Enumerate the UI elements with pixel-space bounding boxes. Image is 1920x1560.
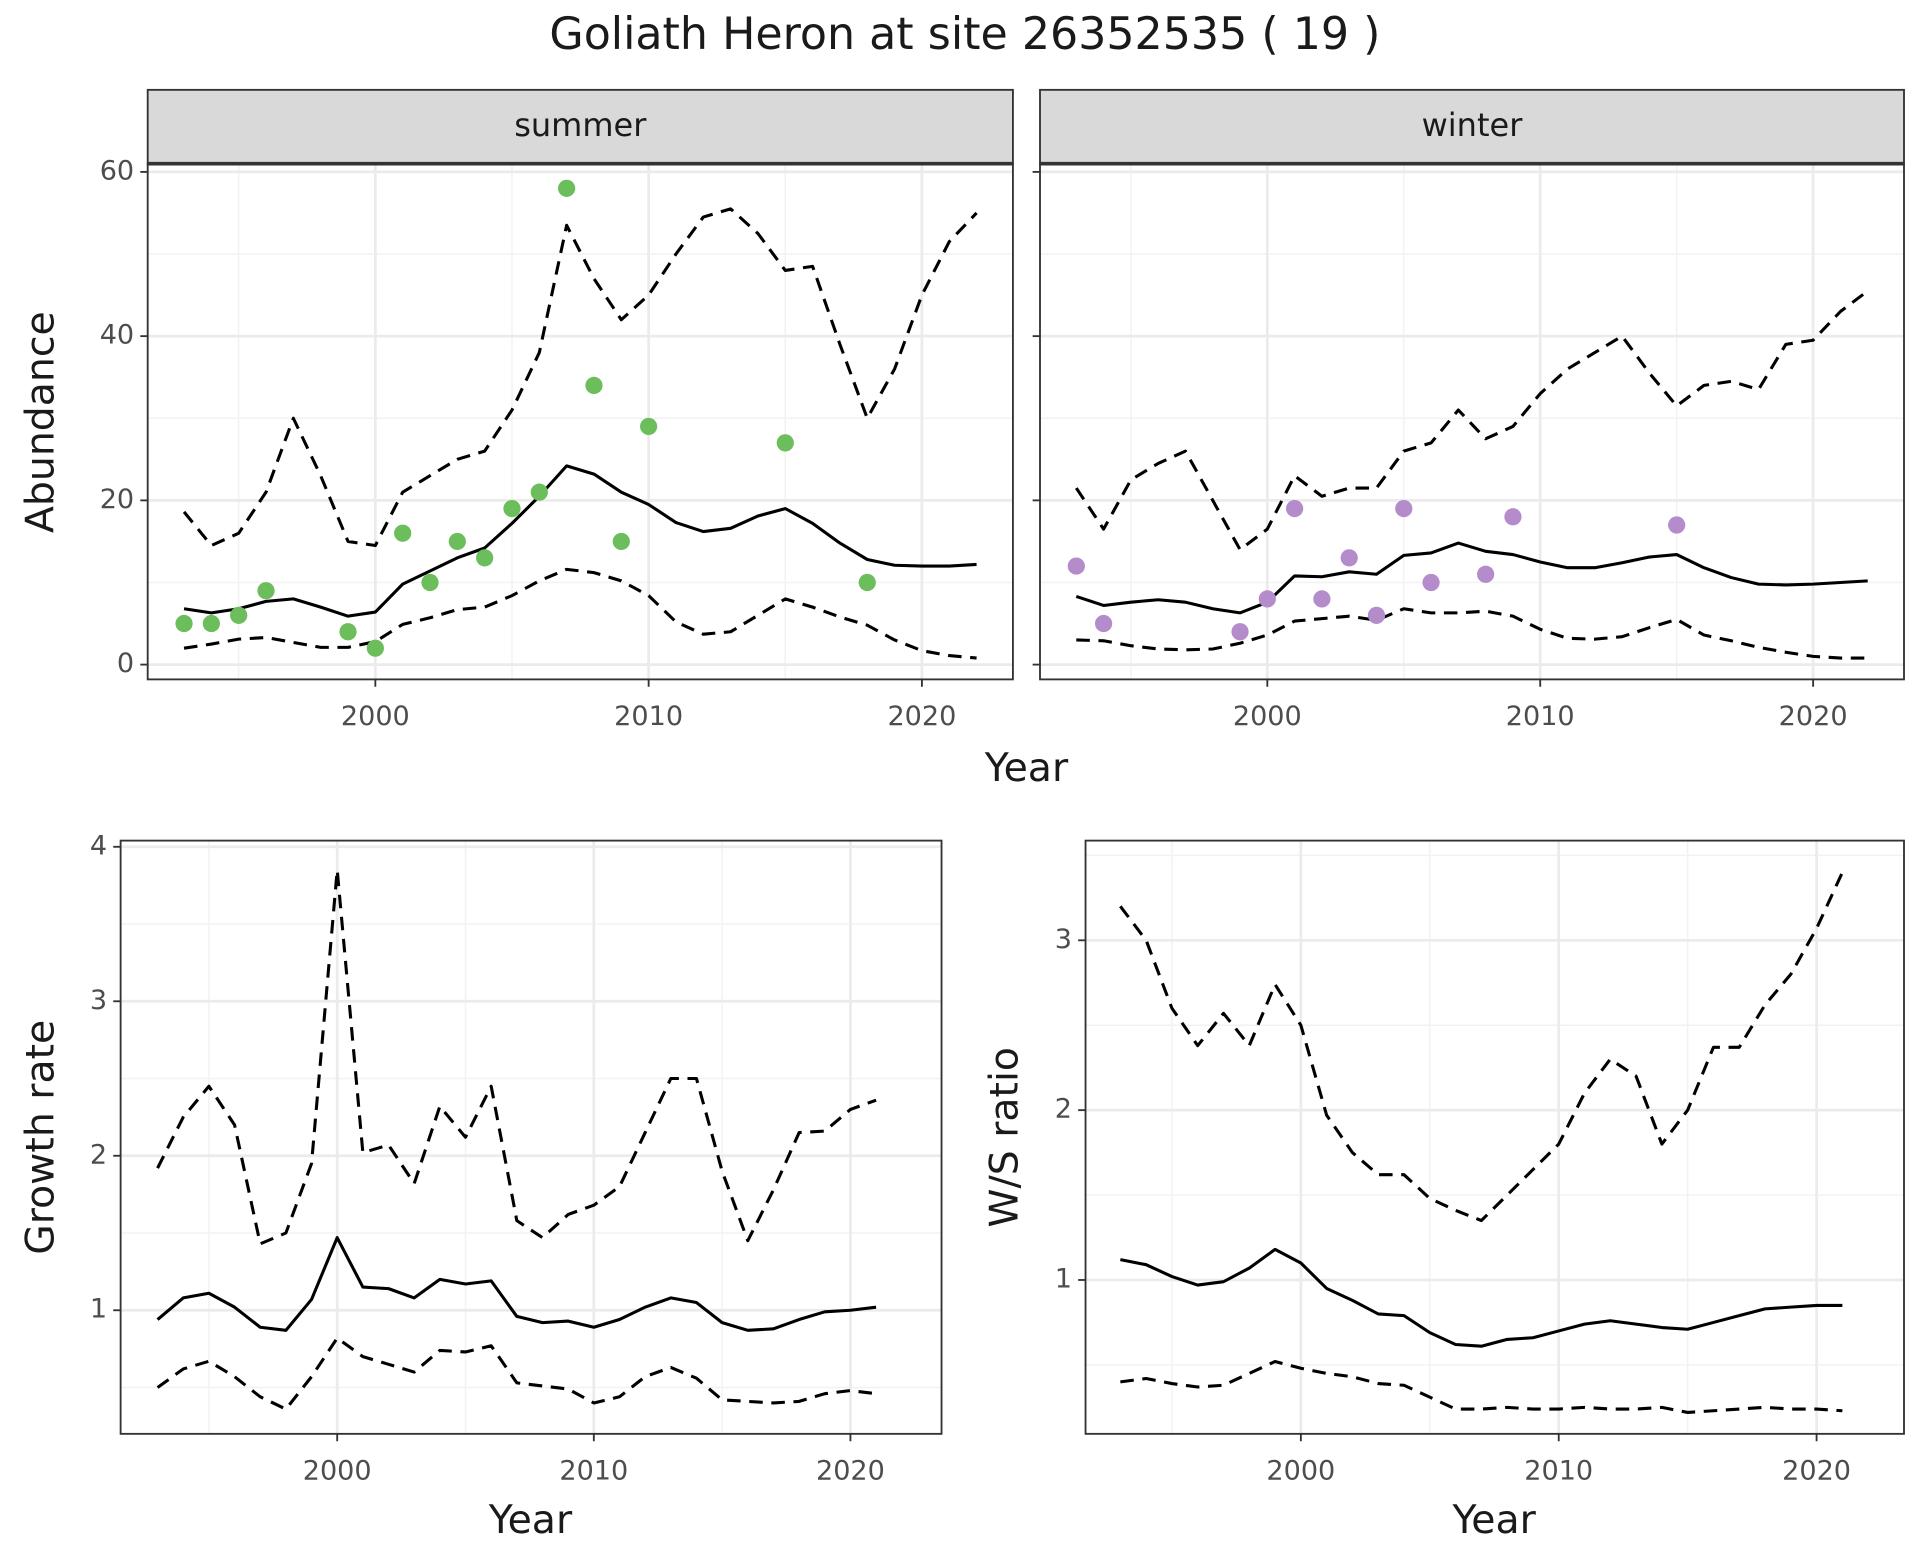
y-tick-label: 1 [90,1294,107,1325]
y-axis-title: Abundance [18,311,64,533]
data-point [503,499,521,518]
x-tick-label: 2000 [341,701,410,732]
data-point [1395,499,1413,518]
data-point [257,582,275,600]
panel-background [120,840,942,1434]
data-point [1504,508,1522,526]
data-point [1422,573,1440,592]
data-point [640,417,658,436]
series-line [156,1236,877,1332]
strip-label: summer [514,106,647,144]
x-tick-label: 2010 [1506,701,1575,732]
y-axis-title: W/S ratio [981,1047,1027,1228]
data-point [366,639,384,657]
panel-background [147,163,1013,680]
series-line [182,207,978,548]
series-line [156,868,877,1246]
data-point [202,614,220,633]
panel-background [1085,840,1904,1434]
y-tick-label: 2 [1055,1094,1072,1125]
series-line [156,1336,877,1411]
y-tick-label: 1 [1055,1263,1072,1294]
data-point [1231,623,1249,641]
y-tick-label: 40 [100,320,134,351]
series-line [183,464,977,618]
data-point [1067,557,1085,575]
x-tick-label: 2020 [887,701,956,732]
panel-border [1084,839,1905,1435]
x-tick-label: 2010 [1524,1455,1593,1486]
series-line [183,567,977,660]
y-axis-title: Growth rate [18,1020,64,1255]
data-point [1313,590,1331,608]
data-point [230,606,248,624]
data-point [1285,499,1304,518]
data-point [476,549,494,567]
strip-label: winter [1422,106,1524,144]
series-line [1119,871,1844,1223]
data-point [421,573,439,592]
data-point [558,179,576,197]
y-tick-label: 4 [90,830,107,861]
x-tick-label: 2000 [1266,1455,1335,1486]
panel-background [1040,163,1904,680]
x-tick-label: 2020 [1779,701,1848,732]
data-point [1477,565,1495,583]
y-tick-label: 3 [90,985,107,1016]
x-axis-title: Year [984,745,1069,791]
y-tick-label: 3 [1055,924,1072,955]
data-point [448,532,466,551]
data-point [858,573,876,592]
series-line [1120,1247,1843,1348]
panel-border [119,839,943,1435]
x-tick-label: 2020 [1782,1455,1851,1486]
series-line [1075,289,1869,552]
figure-title: Goliath Heron at site 26352535 ( 19 ) [549,9,1380,60]
data-point [1668,516,1686,534]
x-tick-label: 2000 [303,1455,372,1486]
data-point [776,434,794,452]
x-tick-label: 2010 [559,1455,628,1486]
x-tick-label: 2020 [816,1455,885,1486]
data-point [175,614,193,633]
data-point [394,524,412,542]
data-point [1094,614,1113,633]
y-tick-label: 20 [100,484,134,515]
x-tick-label: 2010 [614,701,683,732]
data-point [1367,606,1386,624]
data-point [339,623,357,641]
data-point [1340,549,1358,567]
y-tick-label: 2 [90,1139,107,1170]
series-line [1076,607,1868,660]
data-point [530,483,548,501]
x-axis-title: Year [488,1497,573,1543]
x-tick-label: 2000 [1233,701,1302,732]
series-line [1120,1359,1843,1414]
data-point [612,532,630,551]
y-tick-label: 60 [100,155,134,186]
strip-background [1039,88,1905,165]
data-point [585,376,603,395]
data-point [1258,590,1276,608]
y-tick-label: 0 [117,648,134,679]
series-line [1075,541,1868,615]
x-axis-title: Year [1451,1497,1536,1543]
